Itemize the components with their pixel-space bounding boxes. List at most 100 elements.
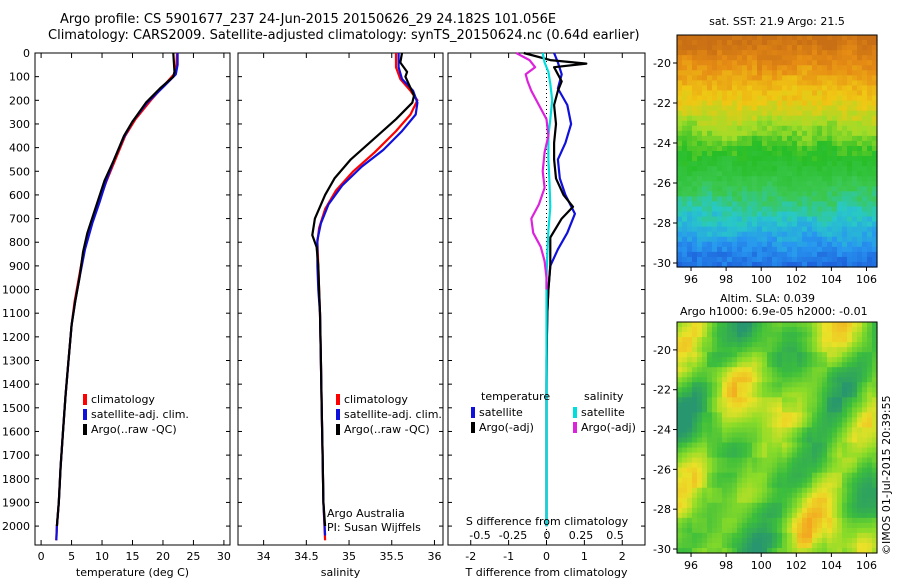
sst-map-cell (847, 35, 853, 41)
sst-map-cell (857, 100, 863, 107)
sst-map-cell (697, 60, 703, 66)
sla-map-cell (752, 442, 758, 449)
sla-map-cell (717, 367, 723, 373)
sla-map-cell (782, 492, 788, 499)
sla-map-cell (872, 422, 878, 429)
sst-map-cell (842, 171, 848, 177)
sla-map-cell (762, 337, 768, 343)
sla-map-cell (727, 342, 733, 348)
sla-map-cell (717, 352, 723, 358)
sla-map-cell (692, 547, 698, 554)
sla-map-ytick-label: -24 (653, 424, 671, 437)
sla-map-cell (807, 522, 813, 529)
sst-map-cell (772, 100, 778, 107)
sst-map-cell (777, 105, 783, 112)
sla-map-cell (777, 497, 783, 504)
sst-map-cell (682, 55, 688, 61)
sla-map-cell (782, 357, 788, 363)
sla-map-cell (792, 392, 798, 398)
sla-map-cell (837, 452, 843, 459)
salinity-xtick-label: 34.5 (294, 550, 319, 563)
sst-map-cell (802, 166, 808, 172)
sla-map-cell (732, 332, 738, 338)
sst-map-cell (817, 45, 823, 51)
sst-map-cell (697, 186, 703, 192)
sla-map-cell (727, 357, 733, 363)
sla-map-cell (837, 362, 843, 368)
sla-map-cell (727, 382, 733, 388)
sst-map-cell (737, 246, 743, 253)
sst-map-cell (847, 181, 853, 187)
sst-map-cell (837, 105, 843, 112)
sst-map-cell (737, 176, 743, 182)
sst-map-cell (802, 60, 808, 66)
sla-map-cell (772, 377, 778, 383)
sla-map-cell (732, 432, 738, 439)
sla-map-cell (692, 487, 698, 494)
sla-map-cell (777, 332, 783, 338)
sla-map-cell (737, 532, 743, 539)
sla-map-cell (677, 532, 683, 539)
sla-map-cell (822, 517, 828, 524)
sst-map-cell (742, 45, 748, 51)
sst-map-cell (682, 110, 688, 117)
sla-map-cell (797, 522, 803, 529)
sla-map-cell (837, 367, 843, 373)
sla-map-cell (787, 427, 793, 434)
sla-map-cell (767, 337, 773, 343)
sla-map-cell (807, 447, 813, 454)
sla-map-cell (797, 547, 803, 554)
sst-map-cell (837, 85, 843, 92)
sla-map-cell (737, 417, 743, 424)
sla-map-cell (857, 437, 863, 444)
sla-map-cell (737, 382, 743, 388)
sla-map-cell (797, 437, 803, 444)
sst-map-cell (732, 221, 738, 228)
sst-map-cell (847, 236, 853, 243)
sla-map-cell (697, 407, 703, 413)
sst-map-cell (732, 206, 738, 213)
sst-map-cell (822, 191, 828, 197)
sst-map-cell (737, 95, 743, 102)
sla-map-cell (752, 412, 758, 419)
sla-map-cell (847, 452, 853, 459)
sst-map-cell (852, 246, 858, 253)
sst-map-cell (782, 70, 788, 76)
sst-map-cell (822, 251, 828, 258)
sst-map-cell (852, 186, 858, 192)
sla-map-cell (697, 492, 703, 499)
sla-map-cell (857, 507, 863, 514)
sla-map-cell (712, 547, 718, 554)
sla-map-cell (747, 357, 753, 363)
sla-map-cell (747, 527, 753, 534)
sla-map-cell (742, 467, 748, 474)
sst-map-cell (812, 226, 818, 233)
sst-map-cell (802, 201, 808, 208)
sst-map-cell (787, 241, 793, 248)
sla-map-cell (677, 512, 683, 519)
sla-map-cell (867, 512, 873, 519)
sla-map-cell (862, 537, 868, 544)
sst-map-cell (767, 171, 773, 177)
sla-map-cell (697, 342, 703, 348)
sst-map-cell (872, 130, 878, 137)
sla-map-cell (842, 462, 848, 469)
sla-map-cell (762, 347, 768, 353)
sst-map-cell (682, 236, 688, 243)
sst-map-cell (832, 226, 838, 233)
sst-map-cell (727, 256, 733, 263)
sst-map-cell (837, 110, 843, 117)
sst-map-cell (702, 191, 708, 197)
sla-map-cell (797, 377, 803, 383)
sst-map-cell (757, 241, 763, 248)
sla-map-xtick-label: 96 (684, 559, 698, 572)
sst-map-cell (852, 105, 858, 112)
sst-map-cell (757, 35, 763, 41)
sst-map-cell (762, 181, 768, 187)
sst-map-cell (792, 251, 798, 258)
sla-map-cell (697, 352, 703, 358)
sla-map-cell (862, 372, 868, 378)
sst-map-cell (802, 95, 808, 102)
sla-map-cell (677, 437, 683, 444)
sla-map-cell (807, 337, 813, 343)
